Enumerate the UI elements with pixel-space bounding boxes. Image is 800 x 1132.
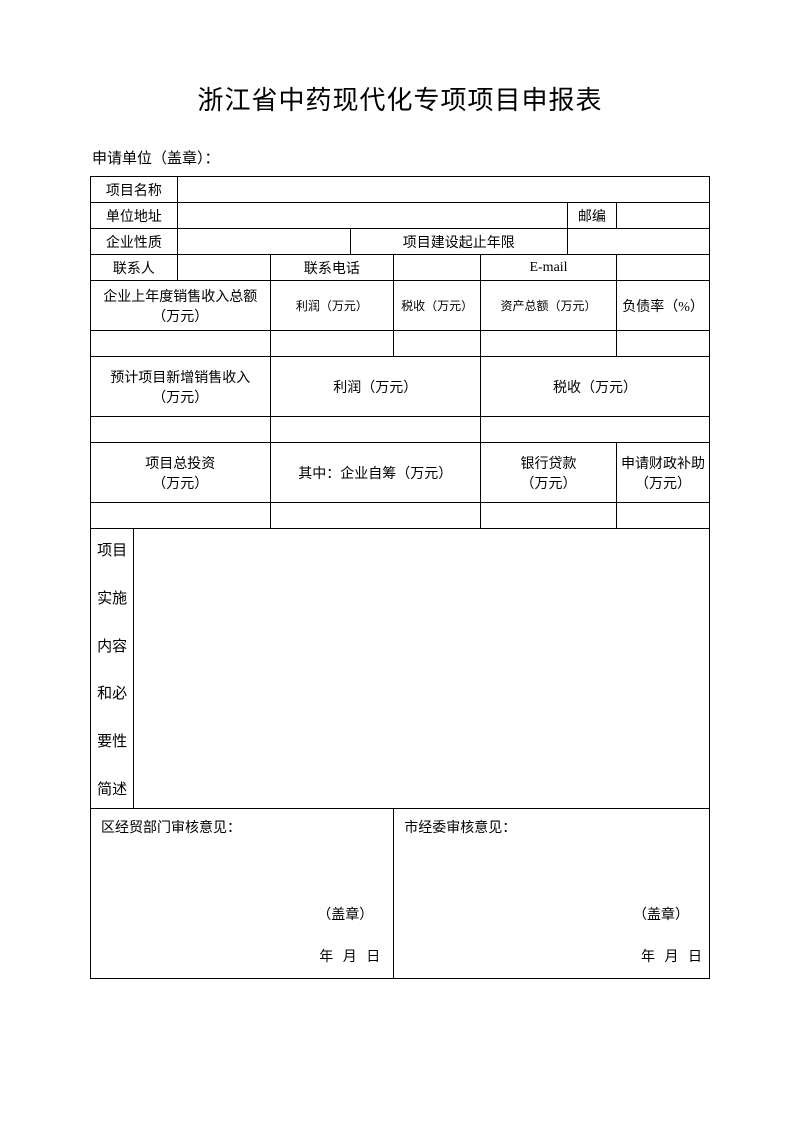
label-bank-loan-l1: 银行贷款 (483, 453, 614, 473)
value-fiscal-subsidy[interactable] (617, 503, 710, 529)
value-last-year-sales[interactable] (91, 331, 271, 357)
value-email[interactable] (617, 255, 710, 281)
label-contact-person: 联系人 (91, 255, 178, 281)
label-expected-tax: 税收（万元） (480, 357, 709, 417)
label-last-year-sales: 企业上年度销售收入总额 （万元） (91, 281, 271, 331)
desc-l5: 要性 (93, 730, 131, 751)
seal-city: （盖章） (633, 904, 689, 924)
form-title: 浙江省中药现代化专项项目申报表 (90, 80, 710, 117)
label-project-name: 项目名称 (91, 177, 178, 203)
value-profit[interactable] (270, 331, 394, 357)
value-expected-tax[interactable] (480, 417, 709, 443)
value-expected-profit[interactable] (270, 417, 480, 443)
value-total-investment[interactable] (91, 503, 271, 529)
value-project-period[interactable] (567, 229, 709, 255)
label-review-city: 市经委审核意见： (404, 817, 699, 837)
desc-l6: 简述 (93, 778, 131, 799)
label-tax: 税收（万元） (394, 281, 481, 331)
desc-l2: 实施 (93, 587, 131, 608)
label-bank-loan-l2: （万元） (483, 473, 614, 493)
value-project-name[interactable] (177, 177, 709, 203)
applicant-label: 申请单位（盖章）： (92, 147, 710, 168)
label-total-investment-l1: 项目总投资 (93, 453, 268, 473)
application-table: 项目名称 单位地址 邮编 企业性质 项目建设起止年限 联系人 联系电话 E-ma… (90, 176, 710, 979)
seal-district: （盖章） (317, 904, 373, 924)
label-expected-profit: 利润（万元） (270, 357, 480, 417)
label-fiscal-subsidy-l1: 申请财政补助 (619, 453, 707, 473)
value-self-raised[interactable] (270, 503, 480, 529)
label-postcode: 邮编 (567, 203, 617, 229)
label-expected-sales-l2: （万元） (93, 387, 268, 407)
label-fiscal-subsidy-l2: （万元） (619, 473, 707, 493)
value-description[interactable] (134, 529, 710, 809)
label-expected-sales-l1: 预计项目新增销售收入 (93, 367, 268, 387)
label-bank-loan: 银行贷款 （万元） (480, 443, 616, 503)
label-contact-phone: 联系电话 (270, 255, 394, 281)
label-enterprise-nature: 企业性质 (91, 229, 178, 255)
label-profit: 利润（万元） (270, 281, 394, 331)
value-enterprise-nature[interactable] (177, 229, 350, 255)
review-city-cell[interactable]: 市经委审核意见： （盖章） 年 月 日 (394, 809, 710, 979)
desc-l3: 内容 (93, 635, 131, 656)
label-debt-ratio: 负债率（%） (617, 281, 710, 331)
value-expected-sales[interactable] (91, 417, 271, 443)
value-debt-ratio[interactable] (617, 331, 710, 357)
desc-l1: 项目 (93, 539, 131, 560)
label-description: 项目 实施 内容 和必 要性 简述 (91, 529, 134, 809)
value-bank-loan[interactable] (480, 503, 616, 529)
value-total-assets[interactable] (480, 331, 616, 357)
label-total-investment: 项目总投资 （万元） (91, 443, 271, 503)
label-review-district: 区经贸部门审核意见： (101, 817, 383, 837)
value-contact-phone[interactable] (394, 255, 481, 281)
label-email: E-mail (480, 255, 616, 281)
date-district: 年 月 日 (319, 946, 383, 966)
review-district-cell[interactable]: 区经贸部门审核意见： （盖章） 年 月 日 (91, 809, 394, 979)
value-tax[interactable] (394, 331, 481, 357)
label-total-assets: 资产总额（万元） (480, 281, 616, 331)
label-last-year-sales-l1: 企业上年度销售收入总额 (93, 286, 268, 306)
value-contact-person[interactable] (177, 255, 270, 281)
date-city: 年 月 日 (641, 946, 705, 966)
label-self-raised: 其中：企业自筹（万元） (270, 443, 480, 503)
label-unit-address: 单位地址 (91, 203, 178, 229)
label-fiscal-subsidy: 申请财政补助 （万元） (617, 443, 710, 503)
label-project-period: 项目建设起止年限 (350, 229, 567, 255)
label-expected-sales: 预计项目新增销售收入 （万元） (91, 357, 271, 417)
label-total-investment-l2: （万元） (93, 473, 268, 493)
label-last-year-sales-l2: （万元） (93, 306, 268, 326)
desc-l4: 和必 (93, 682, 131, 703)
value-unit-address[interactable] (177, 203, 567, 229)
value-postcode[interactable] (617, 203, 710, 229)
